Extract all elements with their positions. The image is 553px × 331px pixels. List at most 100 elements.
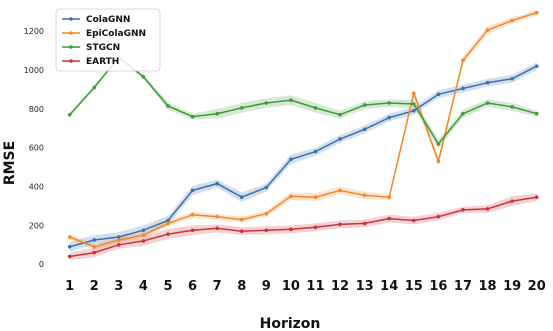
x-tick-label: 10 — [282, 279, 300, 294]
x-tick-label: 12 — [331, 279, 349, 294]
earth-point — [436, 214, 441, 219]
earth-legend-marker — [69, 59, 73, 63]
x-tick-label: 3 — [114, 279, 123, 294]
epicolagnn-point — [436, 159, 441, 164]
stgcn-point — [436, 142, 441, 146]
epicolagnn-legend-label: EpiColaGNN — [86, 29, 146, 39]
stgcn-point — [141, 75, 146, 79]
stgcn-point — [412, 102, 416, 106]
y-tick-label: 600 — [29, 144, 44, 153]
earth-point — [412, 218, 416, 223]
stgcn-point — [92, 85, 97, 90]
earth-point — [117, 243, 121, 247]
colagnn-point — [264, 185, 269, 190]
epicolagnn-point — [117, 238, 121, 242]
y-axis-ticks: 0 200 400 600 800 1000 1200 — [24, 27, 44, 269]
y-axis-label: RMSE — [2, 141, 18, 185]
colagnn-point — [387, 115, 392, 120]
earth-point — [534, 195, 539, 200]
colagnn-point — [534, 64, 539, 68]
epicolagnn-point — [313, 195, 318, 200]
earth-point — [461, 208, 465, 212]
earth-point — [485, 207, 490, 211]
epicolagnn-point — [289, 194, 293, 199]
colagnn-point — [485, 80, 490, 85]
x-tick-label: 14 — [380, 279, 398, 294]
x-tick-label: 8 — [237, 279, 246, 294]
epicolagnn-point — [387, 195, 392, 200]
x-tick-label: 9 — [262, 279, 271, 294]
stgcn-legend-marker — [69, 45, 73, 49]
earth-point — [387, 216, 392, 221]
earth-point — [313, 225, 318, 230]
colagnn-point — [436, 92, 441, 97]
epicolagnn-point — [92, 244, 97, 249]
earth-point — [190, 228, 195, 233]
earth-point — [166, 232, 170, 236]
earth-point — [215, 226, 219, 231]
stgcn-point — [338, 112, 342, 117]
epicolagnn-legend-marker — [69, 31, 73, 35]
stgcn-point — [387, 101, 392, 105]
stgcn-point — [485, 101, 490, 105]
x-tick-label: 2 — [90, 279, 99, 294]
epicolagnn-point — [362, 193, 367, 198]
earth-point — [289, 227, 293, 232]
y-tick-label: 0 — [39, 260, 44, 269]
stgcn-point — [215, 111, 219, 116]
x-tick-label: 11 — [306, 279, 324, 294]
x-tick-label: 7 — [213, 279, 222, 294]
colagnn-point — [510, 76, 514, 81]
stgcn-point — [190, 114, 195, 119]
x-tick-label: 17 — [454, 279, 472, 294]
stgcn-point — [239, 106, 244, 110]
colagnn-point — [141, 228, 146, 233]
epicolagnn-point — [264, 211, 269, 216]
earth-point — [362, 221, 367, 226]
colagnn-point — [362, 127, 367, 132]
epicolagnn-point — [534, 10, 539, 15]
epicolagnn-point — [412, 91, 416, 96]
colagnn-line — [69, 65, 538, 248]
legend-frame — [55, 8, 161, 72]
x-tick-label: 19 — [503, 279, 521, 294]
y-tick-label: 800 — [29, 105, 44, 114]
colagnn-point — [92, 238, 97, 242]
earth-point — [338, 222, 342, 227]
series-points — [67, 10, 539, 259]
y-tick-label: 200 — [29, 221, 44, 230]
earth-point — [67, 254, 72, 259]
x-tick-label: 16 — [429, 279, 447, 294]
x-tick-label: 20 — [528, 279, 546, 294]
stgcn-point — [362, 103, 367, 107]
colagnn-point — [166, 218, 170, 223]
colagnn-point — [461, 86, 465, 91]
earth-line — [69, 196, 537, 258]
stgcn-band — [69, 55, 537, 149]
colagnn-point — [313, 149, 318, 154]
x-axis-label: Horizon — [260, 316, 321, 331]
x-tick-label: 6 — [188, 279, 197, 294]
epicolagnn-point — [461, 58, 465, 63]
epicolagnn-point — [215, 214, 219, 219]
colagnn-legend-marker — [69, 17, 73, 21]
y-tick-label: 1200 — [24, 27, 44, 36]
x-tick-label: 5 — [163, 279, 172, 294]
colagnn-point — [190, 188, 195, 193]
stgcn-point — [510, 105, 514, 109]
x-tick-label: 4 — [139, 279, 148, 294]
epicolagnn-point — [166, 221, 170, 226]
stgcn-point — [313, 106, 318, 110]
colagnn-point — [338, 137, 342, 141]
earth-point — [510, 199, 514, 203]
earth-legend-label: EARTH — [86, 57, 119, 67]
epicolagnn-point — [190, 212, 195, 217]
epicolagnn-line — [69, 11, 537, 248]
stgcn-legend-label: STGCN — [86, 43, 120, 53]
colagnn-point — [412, 109, 416, 113]
earth-point — [92, 250, 97, 255]
colagnn-point — [239, 195, 244, 200]
colagnn-point — [117, 235, 121, 239]
